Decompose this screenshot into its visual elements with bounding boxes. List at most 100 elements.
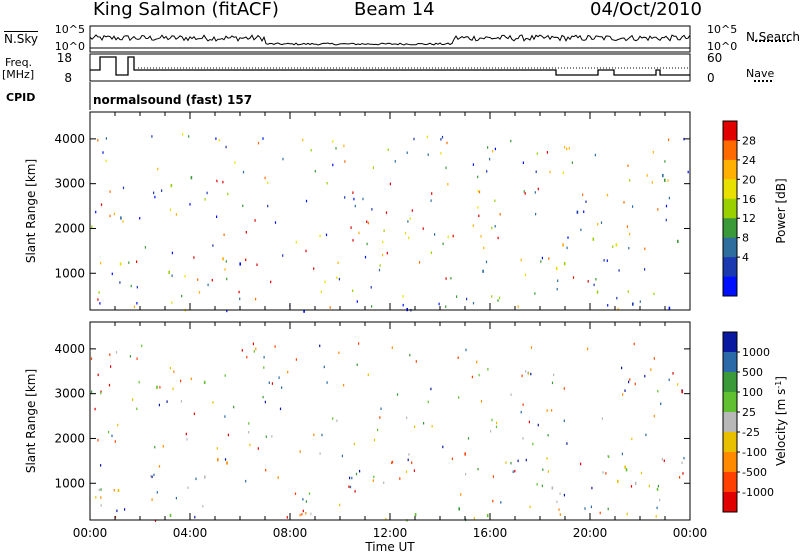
velocity-speck — [173, 370, 175, 373]
velocity-speck — [512, 470, 514, 473]
velocity-speck — [224, 374, 226, 377]
power-speck — [485, 260, 488, 264]
power-speck — [668, 196, 670, 200]
power-speck — [211, 278, 213, 282]
power-speck — [372, 166, 374, 169]
power-speck — [478, 214, 480, 218]
velocity-speck — [190, 377, 192, 381]
velocity-speck — [621, 452, 623, 456]
power-speck — [483, 246, 485, 250]
power-speck — [603, 259, 605, 262]
power-colorbar-tick-label: 24 — [742, 154, 756, 167]
velocity-speck — [413, 469, 415, 472]
power-speck — [218, 139, 220, 142]
power-colorbar-swatch — [723, 179, 737, 200]
power-speck — [639, 300, 641, 303]
power-speck — [419, 261, 421, 264]
power-speck — [102, 151, 104, 154]
power-speck — [344, 196, 346, 199]
power-speck — [446, 141, 448, 145]
power-speck — [270, 280, 272, 284]
time-x-axis: 00:00 04:00 08:00 12:00 16:00 20:00 00:00 — [73, 526, 708, 540]
velocity-speck — [668, 378, 670, 381]
velocity-speck — [94, 407, 96, 411]
power-speck — [445, 166, 447, 170]
power-speck — [332, 140, 334, 143]
power-colorbar-tick-label: 16 — [742, 193, 756, 206]
power-speck — [182, 133, 184, 136]
velocity-speck — [451, 457, 453, 460]
velocity-speck — [532, 442, 534, 446]
velocity-speck — [358, 342, 360, 345]
velocity-speck — [556, 500, 558, 504]
velocity-speck — [153, 473, 155, 477]
power-cell — [592, 237, 595, 241]
velocity-speck — [138, 380, 140, 384]
velocity-speck — [530, 372, 532, 376]
power-speck — [445, 305, 447, 308]
power-scatter — [91, 133, 689, 313]
cpid-value: normalsound (fast) 157 — [93, 93, 253, 107]
velocity-colorbar-swatch — [723, 392, 737, 413]
velocity-speck — [496, 421, 498, 425]
power-speck — [394, 160, 396, 163]
power-y-axis: 1000 2000 3000 4000 — [54, 112, 691, 310]
power-cell — [664, 178, 666, 182]
power-speck — [313, 267, 315, 270]
velocity-speck — [193, 412, 195, 416]
velocity-colorbar-swatch — [723, 472, 737, 493]
power-speck — [583, 210, 585, 213]
power-cell — [120, 216, 122, 220]
power-speck — [324, 280, 326, 284]
power-speck — [335, 147, 337, 150]
velocity-speck — [467, 437, 470, 440]
power-cell — [119, 262, 122, 266]
velocity-colorbar-tick-label: -1000 — [742, 486, 774, 499]
velocity-speck — [302, 498, 304, 501]
noise-tick-bottom-right: 10^0 — [707, 40, 737, 53]
power-speck — [651, 181, 653, 184]
power-speck — [382, 240, 384, 244]
velocity-speck — [114, 440, 116, 443]
power-speck — [492, 150, 494, 153]
time-tick-label: 00:00 — [673, 526, 708, 540]
velocity-speck — [405, 470, 408, 474]
velocity-cell — [156, 385, 158, 389]
velocity-speck — [113, 489, 115, 492]
power-speck — [262, 137, 264, 140]
power-speck — [562, 171, 564, 175]
time-tick-label: 04:00 — [173, 526, 208, 540]
velocity-speck — [255, 347, 257, 351]
velocity-speck — [108, 383, 111, 387]
velocity-speck — [553, 373, 555, 377]
velocity-speck — [274, 345, 276, 348]
velocity-speck — [180, 379, 182, 383]
velocity-speck — [166, 400, 168, 403]
power-speck — [350, 226, 352, 229]
power-speck — [408, 236, 410, 240]
velocity-colorbar-label: Velocity [m s-1] — [774, 376, 788, 466]
velocity-speck — [630, 485, 633, 488]
power-speck — [224, 268, 226, 271]
velocity-speck — [522, 437, 524, 440]
freq-panel-frame — [89, 53, 691, 82]
nave-tick-bottom: 0 — [707, 71, 715, 85]
velocity-speck — [326, 381, 328, 384]
power-speck — [184, 275, 186, 278]
velocity-speck — [525, 458, 527, 462]
velocity-speck — [520, 410, 522, 414]
power-speck — [523, 190, 525, 193]
velocity-speck — [224, 458, 227, 461]
power-speck — [607, 304, 609, 307]
power-cell — [170, 184, 173, 188]
power-speck — [193, 256, 195, 259]
power-speck — [566, 246, 568, 250]
nsearch-dots — [755, 40, 789, 42]
velocity-speck — [633, 342, 635, 346]
power-speck — [616, 296, 618, 300]
power-speck — [383, 229, 385, 232]
power-speck — [282, 254, 284, 257]
power-colorbar-frame — [722, 120, 738, 297]
power-speck — [109, 214, 111, 218]
